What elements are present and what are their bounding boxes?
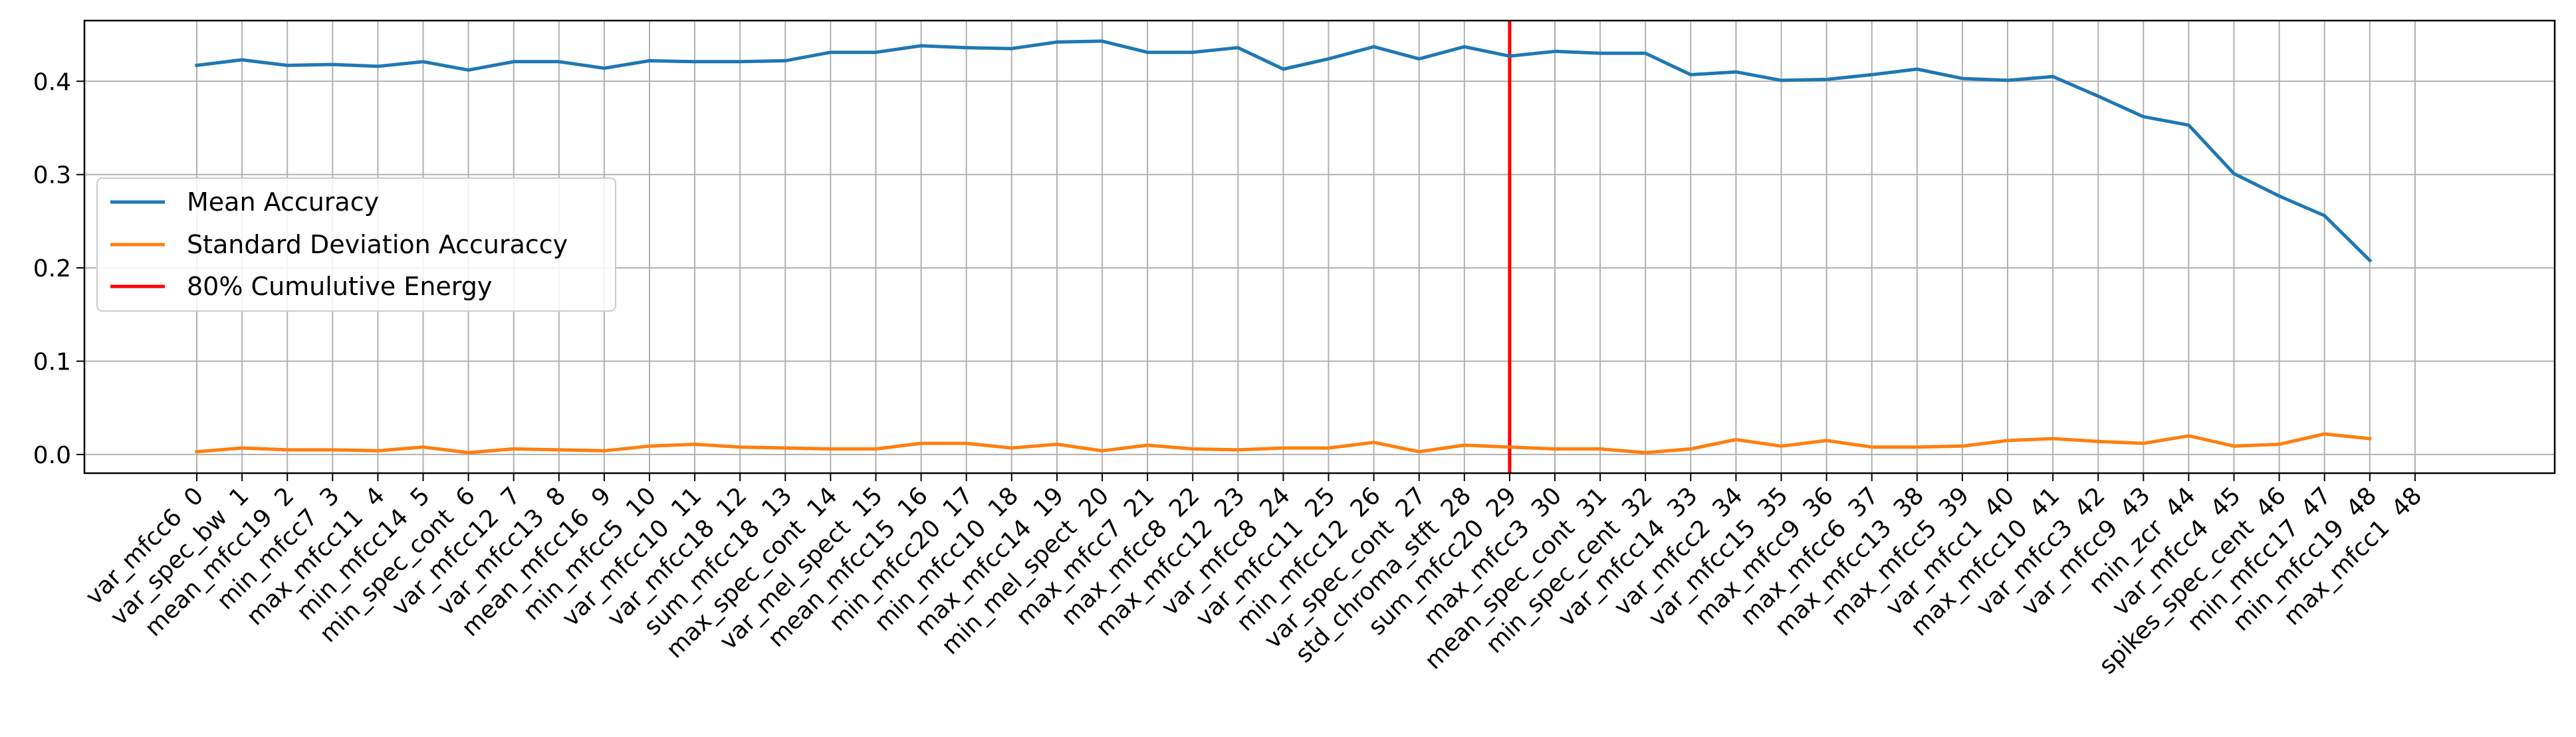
y-tick-label: 0.4: [33, 68, 71, 96]
series-line-std-accuracy: [195, 432, 2372, 455]
plot-frame: [83, 19, 2556, 474]
legend-box: [96, 177, 616, 312]
legend-label-std-accuracy: Standard Deviation Accuraccy: [187, 230, 568, 259]
legend: Mean Accuracy Standard Deviation Accurac…: [96, 177, 616, 312]
legend-label-cumulative-energy: 80% Cumulutive Energy: [187, 272, 492, 301]
series-layer: [195, 39, 2373, 455]
y-tick-label: 0.2: [33, 255, 71, 282]
y-tick-label: 0.0: [33, 442, 71, 469]
y-tick-label: 0.3: [33, 162, 71, 189]
legend-label-mean-accuracy: Mean Accuracy: [187, 187, 379, 217]
y-tick-label: 0.1: [33, 349, 71, 376]
series-line-mean-accuracy: [195, 39, 2373, 263]
